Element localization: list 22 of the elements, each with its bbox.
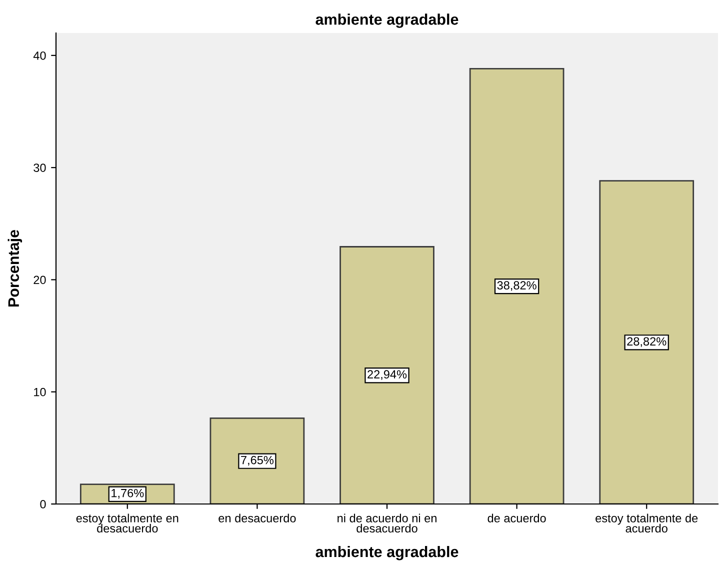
data-label: 7,65% — [241, 456, 274, 466]
y-axis-title: Porcentaje — [8, 230, 22, 307]
y-tick-label: 20 — [34, 276, 46, 284]
bar — [210, 418, 305, 504]
x-tick-label: de acuerdo — [488, 514, 546, 522]
y-tick-label: 30 — [34, 164, 46, 172]
y-tick-label: 0 — [40, 500, 46, 508]
bar — [599, 180, 694, 504]
y-tick-label: 40 — [33, 51, 46, 60]
data-label: 28,82% — [627, 337, 666, 347]
x-tick-label: estoy totalmente de acuerdo — [596, 514, 698, 533]
data-label: 22,94% — [368, 370, 407, 380]
x-axis-title: ambiente agradable — [316, 546, 458, 560]
x-tick-label: estoy totalmente en desacuerdo — [76, 514, 178, 533]
data-label: 38,82% — [497, 281, 536, 291]
bar — [340, 246, 434, 504]
x-tick-label: en desacuerdo — [218, 514, 296, 522]
chart-title: ambiente agradable — [316, 14, 458, 28]
data-label: 1,76% — [112, 488, 144, 499]
y-tick-label: 10 — [34, 388, 46, 396]
bar — [469, 68, 564, 504]
x-tick-label: ni de acuerdo ni en desacuerdo — [338, 514, 436, 533]
